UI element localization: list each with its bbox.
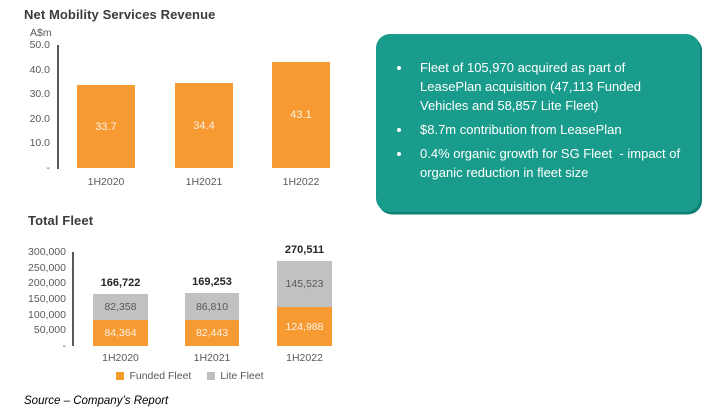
fleet-chart-title: Total Fleet xyxy=(28,213,94,228)
legend-label: Lite Fleet xyxy=(220,370,264,382)
y-tick: 250,000 xyxy=(28,261,66,274)
bullet-icon xyxy=(397,66,401,70)
bullet-item: Fleet of 105,970 acquired as part of Lea… xyxy=(388,58,682,115)
y-tick: 50,000 xyxy=(33,324,66,337)
bullet-text: $8.7m contribution from LeasePlan xyxy=(420,122,622,137)
segment-value-label: 124,988 xyxy=(285,320,324,333)
segment-value-label: 84,364 xyxy=(104,327,137,339)
bar-value-label: 43.1 xyxy=(290,109,312,121)
funded-segment: 84,364 xyxy=(93,320,148,346)
funded-swatch-icon xyxy=(116,372,125,380)
y-tick: 300,000 xyxy=(28,246,66,258)
y-tick: 20.0 xyxy=(29,112,50,125)
legend-item-funded: Funded Fleet xyxy=(116,370,191,382)
y-tick: 30.0 xyxy=(29,88,50,101)
total-label: 270,511 xyxy=(284,244,325,256)
lite-swatch-icon xyxy=(207,372,216,380)
fleet-bar-1h2021: 169,253 86,810 82,443 xyxy=(185,276,239,346)
total-label: 169,253 xyxy=(192,276,232,288)
x-tick-1h2021: 1H2021 xyxy=(185,176,223,188)
revenue-bar-1h2021: 34.4 xyxy=(175,83,233,168)
bullet-icon xyxy=(397,128,401,132)
bullet-item: $8.7m contribution from LeasePlan xyxy=(388,120,682,139)
y-tick: 10.0 xyxy=(29,137,50,150)
revenue-bar-1h2020: 33.7 xyxy=(77,85,135,168)
bullet-item: 0.4% organic growth for SG Fleet - impac… xyxy=(388,144,682,182)
revenue-chart-title: Net Mobility Services Revenue xyxy=(24,7,216,22)
bullet-text: Fleet of 105,970 acquired as part of Lea… xyxy=(420,60,641,113)
bar-value-label: 33.7 xyxy=(95,120,117,133)
lite-segment: 82,358 xyxy=(93,294,148,320)
fleet-y-axis: 300,000 250,000 200,000 150,000 100,000 … xyxy=(8,247,66,351)
revenue-y-axis-line xyxy=(57,45,59,169)
y-tick: 200,000 xyxy=(28,277,66,290)
segment-value-label: 82,358 xyxy=(104,301,137,313)
highlights-list: Fleet of 105,970 acquired as part of Lea… xyxy=(388,58,682,182)
bullet-text: 0.4% organic growth for SG Fleet - impac… xyxy=(420,146,681,180)
segment-value-label: 86,810 xyxy=(195,300,229,313)
fleet-y-axis-line xyxy=(72,252,74,346)
revenue-bar-1h2022: 43.1 xyxy=(272,62,330,168)
x-tick-1h2022: 1H2022 xyxy=(286,352,323,364)
y-tick: - xyxy=(62,339,67,352)
legend-label: Funded Fleet xyxy=(129,370,192,382)
y-tick: 150,000 xyxy=(28,292,66,305)
fleet-legend: Funded Fleet Lite Fleet xyxy=(60,370,320,382)
highlights-panel: Fleet of 105,970 acquired as part of Lea… xyxy=(376,34,700,212)
x-tick-1h2020: 1H2020 xyxy=(87,176,125,188)
funded-segment: 82,443 xyxy=(185,320,239,346)
x-tick-1h2022: 1H2022 xyxy=(282,176,320,188)
y-tick: 50.0 xyxy=(29,39,50,51)
legend-item-lite: Lite Fleet xyxy=(207,370,264,382)
revenue-axis-unit: A$m xyxy=(30,27,52,39)
funded-segment: 124,988 xyxy=(277,307,332,346)
y-tick: 40.0 xyxy=(29,63,50,76)
lite-segment: 145,523 xyxy=(277,261,332,307)
total-label: 166,722 xyxy=(100,277,141,289)
fleet-bar-1h2020: 166,722 82,358 84,364 xyxy=(93,277,148,346)
x-tick-1h2021: 1H2021 xyxy=(193,352,231,364)
source-note: Source – Company’s Report xyxy=(24,395,169,407)
segment-value-label: 82,443 xyxy=(195,327,229,339)
segment-value-label: 145,523 xyxy=(285,278,324,290)
y-tick: 100,000 xyxy=(28,308,66,321)
bullet-icon xyxy=(397,152,401,156)
fleet-bar-1h2022: 270,511 145,523 124,988 xyxy=(277,244,332,346)
bar-value-label: 34.4 xyxy=(193,119,215,132)
x-tick-1h2020: 1H2020 xyxy=(102,352,139,364)
y-tick: - xyxy=(46,161,51,174)
revenue-y-axis: 50.0 40.0 30.0 20.0 10.0 - xyxy=(8,40,50,173)
lite-segment: 86,810 xyxy=(185,293,239,320)
